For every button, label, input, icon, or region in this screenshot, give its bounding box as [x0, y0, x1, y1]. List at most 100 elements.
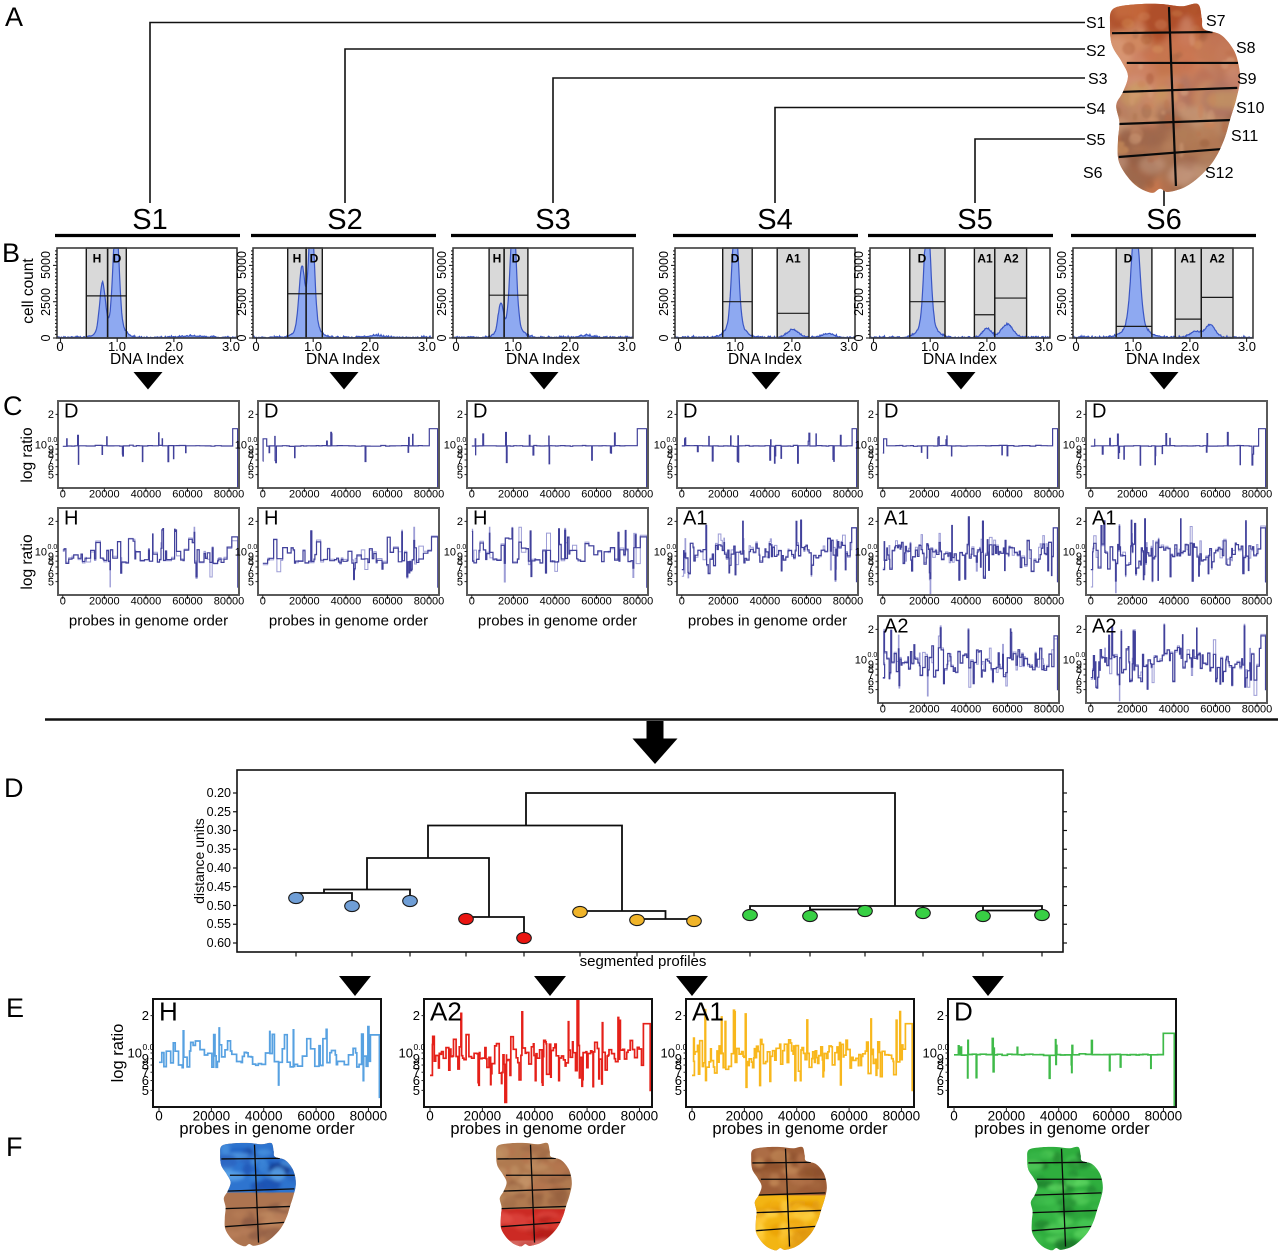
svg-text:40000: 40000	[131, 489, 162, 501]
svg-text:6: 6	[868, 677, 874, 689]
svg-text:0: 0	[260, 596, 266, 608]
svg-text:60000: 60000	[992, 704, 1023, 716]
svg-text:6: 6	[1076, 569, 1082, 581]
svg-text:40000: 40000	[778, 1109, 816, 1124]
svg-text:8: 8	[868, 664, 874, 676]
svg-text:6: 6	[248, 462, 254, 474]
svg-text:2: 2	[48, 409, 54, 421]
svg-text:10: 10	[1063, 439, 1075, 451]
svg-text:2.0: 2.0	[783, 339, 801, 354]
svg-text:7: 7	[457, 455, 463, 467]
svg-text:2500: 2500	[657, 288, 671, 316]
svg-text:6: 6	[675, 1073, 682, 1088]
svg-text:5: 5	[1076, 470, 1082, 482]
svg-text:9: 9	[868, 659, 874, 671]
svg-text:S4: S4	[757, 204, 792, 236]
svg-text:10: 10	[399, 1046, 413, 1061]
svg-text:5: 5	[457, 470, 463, 482]
svg-text:A1: A1	[884, 507, 908, 529]
svg-text:40000: 40000	[1159, 489, 1190, 501]
svg-text:0.20: 0.20	[207, 786, 231, 800]
svg-text:probes in genome order: probes in genome order	[688, 613, 847, 630]
svg-text:7: 7	[868, 562, 874, 574]
svg-text:8: 8	[413, 1058, 420, 1073]
svg-text:5: 5	[248, 470, 254, 482]
svg-text:60000: 60000	[830, 1109, 868, 1124]
svg-text:9: 9	[48, 551, 54, 563]
svg-text:40000: 40000	[516, 1109, 554, 1124]
svg-text:60000: 60000	[372, 489, 403, 501]
svg-text:5000: 5000	[435, 251, 449, 279]
svg-text:A2: A2	[1209, 252, 1225, 266]
svg-text:6: 6	[1076, 677, 1082, 689]
svg-text:80000: 80000	[1145, 1109, 1183, 1124]
svg-text:10: 10	[1063, 546, 1075, 558]
svg-text:0: 0	[1088, 489, 1094, 501]
svg-text:S3: S3	[1088, 71, 1108, 88]
svg-text:2.0: 2.0	[1181, 339, 1199, 354]
svg-text:10: 10	[235, 439, 247, 451]
svg-text:40000: 40000	[1040, 1109, 1078, 1124]
svg-text:60000: 60000	[581, 596, 612, 608]
svg-text:7: 7	[937, 1065, 944, 1080]
svg-text:A1: A1	[683, 507, 707, 529]
svg-text:9: 9	[868, 551, 874, 563]
svg-text:0: 0	[452, 339, 459, 354]
svg-text:D: D	[473, 400, 487, 422]
svg-text:20000: 20000	[909, 704, 940, 716]
svg-text:0: 0	[469, 489, 475, 501]
svg-text:5: 5	[248, 577, 254, 589]
svg-text:A2: A2	[1092, 615, 1116, 637]
svg-text:1.0: 1.0	[726, 339, 744, 354]
svg-text:10: 10	[923, 1046, 937, 1061]
svg-text:5000: 5000	[657, 251, 671, 279]
svg-text:20000: 20000	[89, 596, 120, 608]
svg-text:1.0: 1.0	[921, 339, 939, 354]
svg-text:D: D	[683, 400, 697, 422]
svg-text:40000: 40000	[540, 489, 571, 501]
svg-text:S3: S3	[535, 204, 570, 236]
svg-text:1.0: 1.0	[1124, 339, 1142, 354]
svg-text:40000: 40000	[1159, 596, 1190, 608]
svg-text:2: 2	[868, 624, 874, 636]
svg-text:A1: A1	[1180, 252, 1196, 266]
svg-text:80000: 80000	[1034, 596, 1065, 608]
svg-text:6: 6	[667, 569, 673, 581]
svg-text:10: 10	[855, 439, 867, 451]
svg-text:40000: 40000	[951, 704, 982, 716]
svg-text:0: 0	[674, 339, 681, 354]
svg-text:8: 8	[667, 449, 673, 461]
svg-text:8: 8	[457, 449, 463, 461]
svg-text:2: 2	[413, 1008, 420, 1023]
svg-text:5: 5	[1076, 577, 1082, 589]
svg-text:3.0: 3.0	[1238, 339, 1256, 354]
svg-text:2: 2	[248, 409, 254, 421]
svg-text:9: 9	[675, 1051, 682, 1066]
svg-text:H: H	[159, 996, 178, 1026]
svg-text:8: 8	[868, 449, 874, 461]
svg-text:6: 6	[248, 569, 254, 581]
svg-text:5: 5	[142, 1083, 149, 1098]
svg-text:9: 9	[48, 444, 54, 456]
svg-text:7: 7	[248, 455, 254, 467]
svg-text:A2: A2	[884, 615, 908, 637]
svg-text:60000: 60000	[372, 596, 403, 608]
svg-text:3.0: 3.0	[418, 339, 436, 354]
svg-text:40000: 40000	[750, 596, 781, 608]
svg-text:7: 7	[142, 1065, 149, 1080]
svg-text:2500: 2500	[39, 288, 53, 316]
svg-text:9: 9	[667, 551, 673, 563]
svg-text:7: 7	[48, 562, 54, 574]
svg-text:0.55: 0.55	[207, 917, 231, 931]
svg-text:D: D	[731, 252, 740, 266]
svg-text:60000: 60000	[1200, 704, 1231, 716]
svg-text:60000: 60000	[992, 596, 1023, 608]
svg-text:9: 9	[457, 551, 463, 563]
svg-text:80000: 80000	[1242, 704, 1273, 716]
svg-text:7: 7	[413, 1065, 420, 1080]
svg-text:2: 2	[1076, 516, 1082, 528]
svg-text:S11: S11	[1231, 128, 1258, 145]
svg-text:80000: 80000	[414, 596, 445, 608]
svg-text:0: 0	[260, 489, 266, 501]
svg-text:0.0: 0.0	[868, 652, 878, 659]
